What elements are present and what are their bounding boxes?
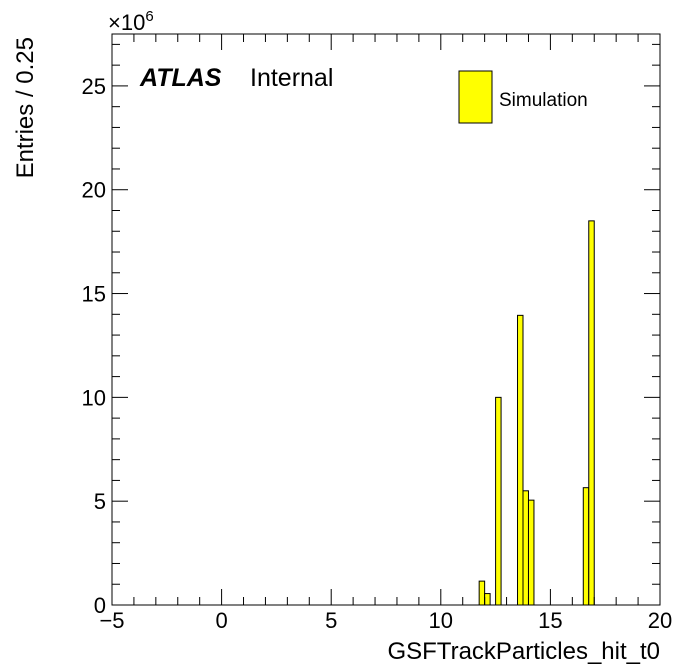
y-axis-title: Entries / 0.25	[12, 37, 39, 178]
y-tick-label: 10	[82, 385, 106, 410]
y-multiplier-exponent: 6	[145, 8, 153, 25]
y-tick-label: 20	[82, 178, 106, 203]
histogram-bar	[478, 580, 486, 606]
atlas-label: ATLAS	[139, 64, 222, 92]
y-tick-label: 0	[94, 593, 106, 618]
y-tick-label: 5	[94, 489, 106, 514]
histogram-bar	[582, 487, 590, 606]
legend: Simulation	[458, 70, 588, 124]
histogram-bar	[522, 490, 529, 606]
histogram-bar	[588, 220, 595, 606]
legend-swatch	[458, 70, 493, 124]
histogram-bar	[517, 314, 524, 606]
x-tick-label: 0	[215, 608, 227, 633]
x-tick-label: 10	[429, 608, 453, 633]
atlas-sublabel: Internal	[250, 64, 333, 92]
x-tick-label: 20	[648, 608, 672, 633]
x-tick-label: 5	[325, 608, 337, 633]
y-tick-label: 25	[82, 74, 106, 99]
x-tick-label: −5	[99, 608, 124, 633]
histogram-bar	[527, 499, 535, 606]
axis-ticks	[111, 34, 661, 606]
y-tick-labels: 0 5 10 15 20 25	[82, 74, 106, 618]
plot-frame	[111, 33, 661, 606]
histogram-bar	[484, 593, 491, 606]
y-multiplier: ×106	[108, 8, 154, 35]
x-axis-title: GSFTrackParticles_hit_t0	[387, 638, 660, 665]
histogram-bar	[495, 396, 502, 606]
y-tick-label: 15	[82, 282, 106, 307]
legend-label: Simulation	[499, 90, 588, 111]
x-tick-labels: −5 0 5 10 15 20	[99, 608, 672, 633]
y-multiplier-base: ×10	[108, 10, 145, 35]
x-tick-label: 15	[538, 608, 562, 633]
